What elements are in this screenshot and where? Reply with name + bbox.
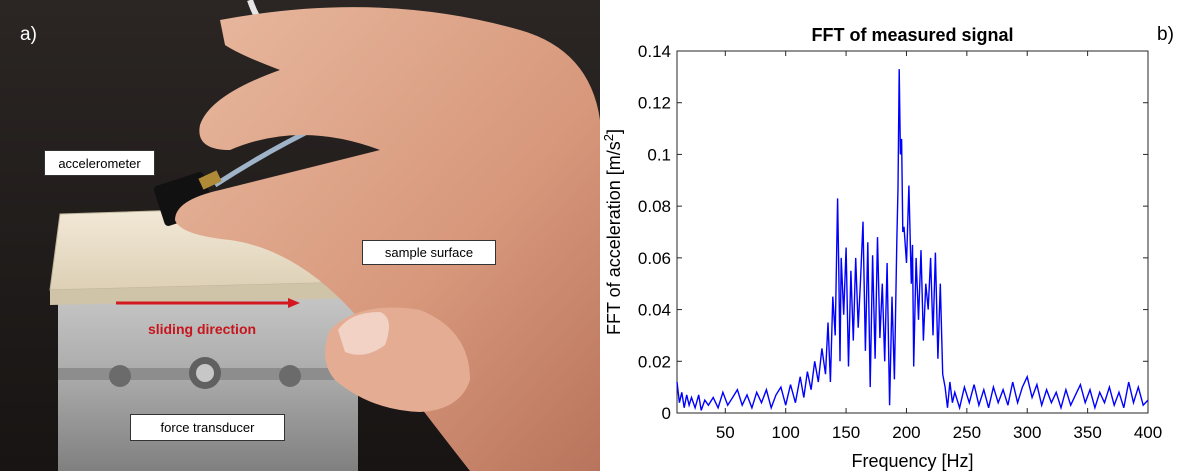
y-tick-label: 0.08 <box>638 197 671 216</box>
y-tick-label: 0.14 <box>638 42 671 61</box>
x-tick-label: 100 <box>772 423 800 442</box>
photo-illustration <box>0 0 600 472</box>
panel-b-letter: b) <box>1157 24 1174 45</box>
chart-axes <box>676 50 1149 414</box>
force-transducer-label: force transducer <box>130 414 285 441</box>
y-tick-label: 0.02 <box>638 352 671 371</box>
y-tick-label: 0 <box>662 404 671 423</box>
panel-a-letter: a) <box>20 24 37 45</box>
y-axis-title: FFT of acceleration [m/s2] <box>601 129 624 335</box>
fft-chart: FFT of measured signal 50 100 150 200 250 300… <box>601 25 1162 471</box>
plot-frame <box>676 50 1149 414</box>
x-tick-label: 350 <box>1073 423 1101 442</box>
x-tick-label: 300 <box>1013 423 1041 442</box>
x-tick-label: 400 <box>1134 423 1162 442</box>
chart-title: FFT of measured signal <box>811 25 1013 45</box>
y-tick-label: 0.12 <box>638 94 671 113</box>
chart-ticks: 50 100 150 200 250 300 350 400 0 0.02 0.04 0.06 0.08… <box>638 42 1162 442</box>
experiment-photo: a) accelerometer sample surface force tr… <box>0 0 600 472</box>
x-tick-label: 50 <box>716 423 735 442</box>
y-tick-label: 0.04 <box>638 301 671 320</box>
fft-series-line <box>676 69 1149 411</box>
y-tick-label: 0.06 <box>638 249 671 268</box>
sliding-direction-arrow <box>116 298 300 308</box>
sliding-direction-label: sliding direction <box>147 321 257 337</box>
x-axis-title: Frequency [Hz] <box>851 451 973 471</box>
accelerometer-label: accelerometer <box>44 150 155 176</box>
x-tick-label: 150 <box>832 423 860 442</box>
y-tick-label: 0.1 <box>647 145 671 164</box>
x-tick-label: 200 <box>892 423 920 442</box>
sample-surface-label: sample surface <box>362 240 496 265</box>
x-tick-label: 250 <box>953 423 981 442</box>
